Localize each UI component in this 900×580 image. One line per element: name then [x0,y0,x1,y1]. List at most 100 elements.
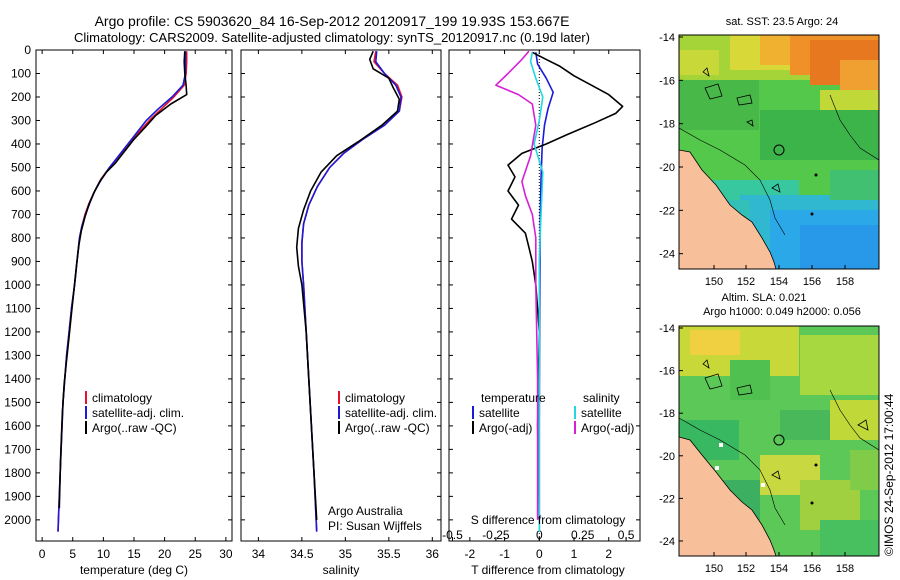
lon-tick-label: 150 [705,276,723,288]
difference-panel: -2 -1 0 1 2 -0.5 -0.25 0 0.25 0.5 S difference f… [442,49,641,577]
salinity-lines [295,50,403,532]
sla-map-title: Altim. SLA: 0.021 [722,292,807,304]
s-x-tick-label: 0 [536,528,543,542]
lat-tick-label: -22 [659,205,675,217]
x-tick-label: 34 [252,547,266,561]
lat-tick-label: -18 [659,119,675,131]
lat-tick-label: -18 [659,408,675,420]
lon-tick-label: 152 [737,563,755,575]
sst-map-lat-axis: -14 -16 -18 -20 -22 -24 [659,32,683,261]
figure-title-line2: Climatology: CARS2009. Satellite-adjuste… [74,30,590,45]
x-tick-label: -1 [499,547,510,561]
sla-map-subtitle: Argo h1000: 0.049 h2000: 0.056 [703,306,861,318]
lat-tick-label: -20 [659,451,675,463]
lat-tick-label: -16 [659,75,675,87]
annotation-pi-name: PI: Susan Wijffels [328,519,422,533]
annotation-argo-australia: Argo Australia [328,504,403,518]
x-tick-label: 2 [605,547,612,561]
argo-location-marker [773,144,785,156]
x-tick-label: 36 [426,547,440,561]
depth-tick-label: 1700 [4,442,31,456]
series-line-s-satellite [529,52,544,532]
series-line-argo-raw-qc [58,51,188,509]
x-tick-label: 10 [97,547,111,561]
temperature-axes-frame [35,49,233,542]
series-line-s-argo-adj [495,50,539,520]
s-x-tick-label: 0.5 [618,528,635,542]
legend-label-climatology: climatology [92,391,152,405]
lon-tick-label: 152 [737,276,755,288]
sla-map-field [679,326,879,556]
depth-tick-label: 1900 [4,489,31,503]
legend-label-s-satellite: satellite [581,406,622,420]
depth-tick-label: 800 [11,231,31,245]
depth-tick-label: 1600 [4,419,31,433]
depth-tick-label: 600 [11,184,31,198]
x-tick-label: 25 [189,547,203,561]
legend-label-s-argo: Argo(-adj) [581,421,634,435]
s-x-tick-label: -0.5 [442,528,463,542]
lat-tick-label: -20 [659,162,675,174]
depth-tick-label: 500 [11,160,31,174]
lat-tick-label: -24 [659,249,675,261]
lat-tick-label: -14 [659,323,675,335]
depth-tick-label: 100 [11,66,31,80]
x-tick-label: 35 [339,547,353,561]
sst-map-field [679,35,879,269]
series-line-climatology [57,51,188,532]
legend-label-satellite: satellite-adj. clim. [345,406,437,420]
legend-label-satellite: satellite-adj. clim. [92,406,184,420]
x-tick-label: 30 [219,547,233,561]
s-difference-label: S difference from climatology [471,513,626,527]
sst-map-lon-axis: 150 152 154 156 158 [705,265,854,288]
salinity-legend: climatology satellite-adj. clim. Argo(..… [338,391,437,435]
depth-tick-label: 400 [11,137,31,151]
salinity-x-label: salinity [323,563,360,577]
x-tick-label: 0 [39,547,46,561]
x-tick-label: 5 [69,547,76,561]
depth-tick-label: 300 [11,113,31,127]
x-tick-label: 34.5 [290,547,314,561]
depth-tick-label: 200 [11,90,31,104]
depth-tick-label: 0 [24,43,31,57]
difference-depth-ticks [449,49,640,521]
lon-tick-label: 154 [770,276,788,288]
salinity-difference-axis: -0.5 -0.25 0 0.25 0.5 [442,528,635,542]
depth-tick-label: 1300 [4,348,31,362]
depth-tick-label: 1200 [4,325,31,339]
lat-tick-label: -22 [659,493,675,505]
difference-axes-frame [448,49,641,542]
lon-tick-label: 158 [836,276,854,288]
lon-tick-label: 150 [705,563,723,575]
s-x-tick-label: -0.25 [482,528,510,542]
s-x-tick-label: 0.25 [571,528,595,542]
temperature-panel: 0100200300400500600700800900100011001200… [4,43,233,577]
series-line-satellite-adj-clim [301,51,402,532]
depth-tick-label: 1400 [4,372,31,386]
series-line-t-argo-adj [507,51,624,520]
depth-tick-label: 700 [11,207,31,221]
depth-axis: 0 100 200 300 400 500 600 700 800 900 1000 1100 1200… [4,43,232,527]
lon-tick-label: 156 [803,276,821,288]
sla-map-lon-axis: 150 152 154 156 158 [705,552,854,575]
difference-legend: temperature salinity satellite Argo(-adj… [472,391,634,435]
salinity-panel: 34 34.5 35 35.5 36 salinity climatology sate… [240,49,442,577]
temperature-lines [57,51,188,532]
temperature-legend: climatology satellite-adj. clim. Argo(..… [85,391,184,435]
x-tick-label: 0 [536,547,543,561]
x-tick-label: 20 [158,547,172,561]
depth-tick-label: 900 [11,254,31,268]
lon-tick-label: 156 [803,563,821,575]
series-line-argo-raw-qc [295,50,401,520]
t-difference-label: T difference from climatology [471,563,625,577]
legend-label-argo: Argo(..raw -QC) [92,421,177,435]
temperature-x-axis: 0 5 10 15 20 25 30 [39,50,233,561]
legend-header-temperature: temperature [481,391,546,405]
x-tick-label: 15 [127,547,141,561]
x-tick-label: 35.5 [377,547,401,561]
imos-timestamp: ©IMOS 24-Sep-2012 17:00:44 [882,393,896,556]
sst-map-title: sat. SST: 23.5 Argo: 24 [726,16,839,28]
sla-map-lat-axis: -14 -16 -18 -20 -22 -24 [659,323,683,548]
legend-label-t-satellite: satellite [479,406,520,420]
depth-tick-label: 1000 [4,278,31,292]
